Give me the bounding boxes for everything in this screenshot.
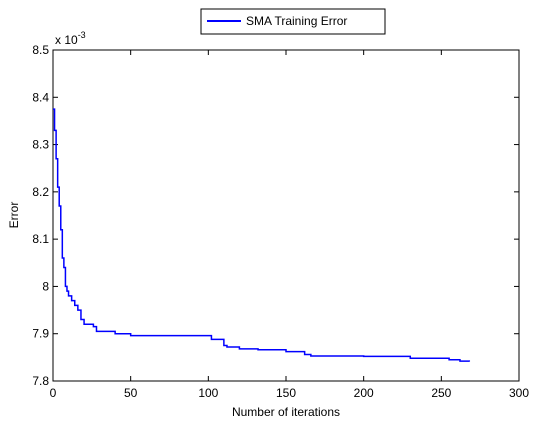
x-tick-label: 200 [354,386,374,400]
x-tick-label: 150 [276,386,296,400]
y-tick-labels: 7.8 7.9 8 8.1 8.2 8.3 8.4 8.5 [32,43,49,388]
legend: SMA Training Error [200,8,386,35]
x-tick-labels: 0 50 100 150 200 250 300 [50,386,530,400]
y-tick-label: 7.8 [32,374,49,388]
series-line-sma-training-error [53,108,471,362]
x-tick-label: 100 [198,386,218,400]
y-tick-label: 8.4 [32,90,49,104]
x-tick-label: 250 [431,386,451,400]
x-tick-label: 0 [50,386,57,400]
y-tick-label: 8.3 [32,138,49,152]
legend-label: SMA Training Error [246,14,347,28]
x-axis-label: Number of iterations [232,405,340,419]
y-axis-label: Error [7,202,21,229]
plot-area [52,49,520,382]
y-tick-label: 8.1 [32,232,49,246]
y-tick-label: 8 [42,279,49,293]
y-tick-label: 8.2 [32,185,49,199]
y-tick-label: 7.9 [32,327,49,341]
x-tick-label: 300 [509,386,529,400]
y-tick-label: 8.5 [32,43,49,57]
x-tick-label: 50 [124,386,138,400]
y-scale-label: x 10-3 [55,30,86,47]
